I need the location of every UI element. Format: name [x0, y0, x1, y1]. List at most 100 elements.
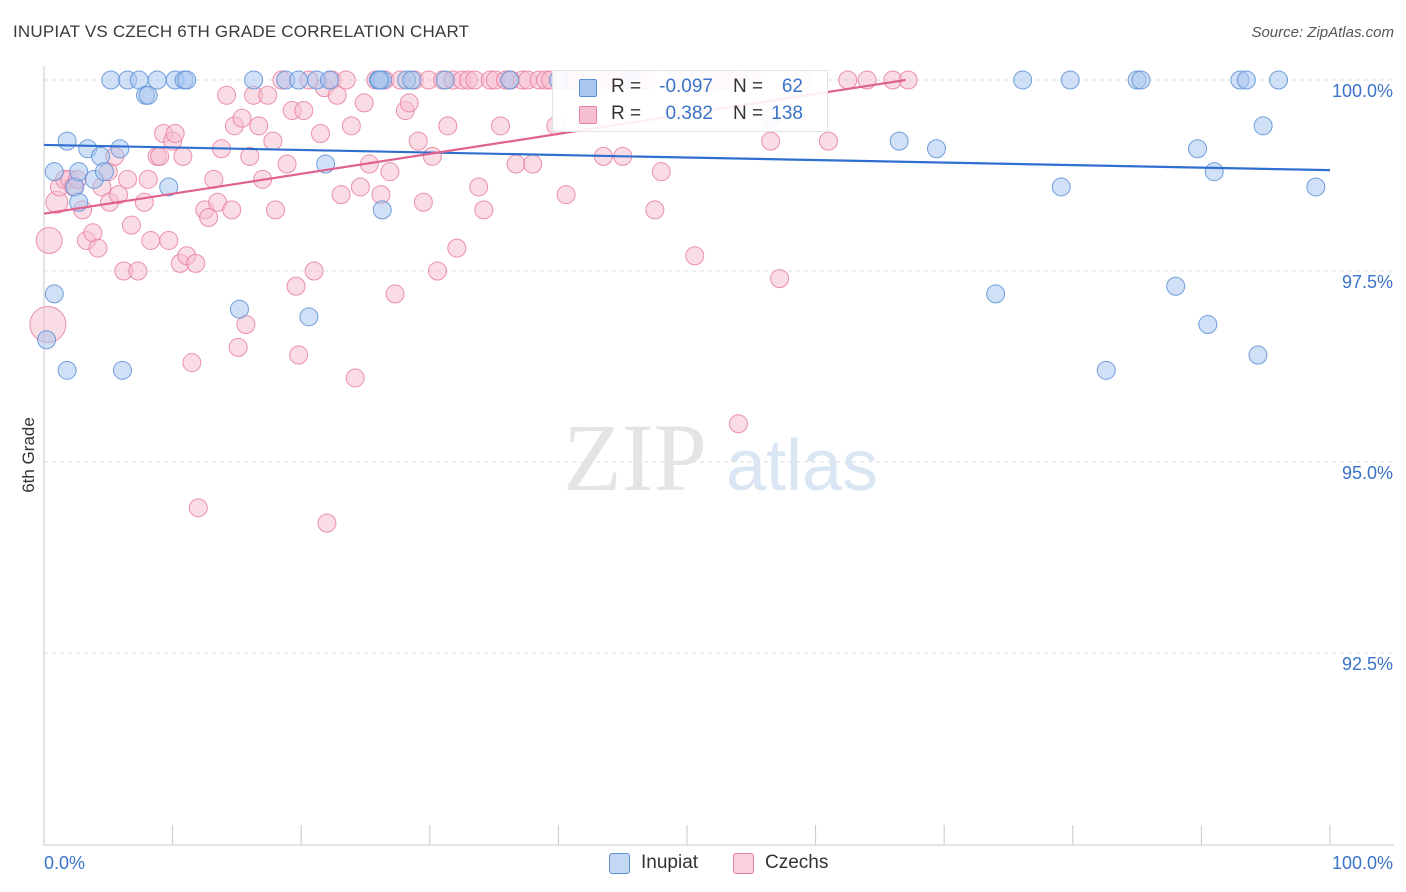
inupiat-point [435, 70, 455, 90]
n-label: N = [733, 103, 764, 124]
czechs-swatch [579, 106, 597, 124]
czechs-point [199, 208, 219, 228]
grid-lines [44, 79, 1394, 654]
inupiat-point [44, 284, 64, 304]
inupiat-point [1236, 70, 1256, 90]
inupiat-swatch [579, 79, 597, 97]
inupiat-point [57, 131, 77, 151]
inupiat-point [889, 131, 909, 151]
inupiat-point [926, 139, 946, 159]
inupiat-point [1060, 70, 1080, 90]
czechs-point [121, 215, 141, 235]
x-tick-label-max: 100.0% [1332, 853, 1393, 873]
inupiat-point [319, 70, 339, 90]
inupiat-point [1096, 360, 1116, 380]
czechs-point [188, 498, 208, 518]
czechs-point [651, 162, 671, 182]
inupiat-point [1248, 345, 1268, 365]
czechs-point [341, 116, 361, 136]
inupiat-point [402, 70, 422, 90]
inupiat-point [69, 162, 89, 182]
czechs-point [182, 353, 202, 373]
czechs-point [228, 337, 248, 357]
czechs-point [317, 513, 337, 533]
czechs-point [265, 200, 285, 220]
czechs-point [173, 146, 193, 166]
inupiat-point [289, 70, 309, 90]
watermark-atlas: atlas [726, 426, 878, 506]
inupiat-point [110, 139, 130, 159]
czechs-point [447, 238, 467, 258]
inupiat-point [138, 85, 158, 105]
czechs-point [277, 154, 297, 174]
czechs-point [350, 177, 370, 197]
czechs-point [399, 93, 419, 113]
y-tick-label: 97.5% [1342, 272, 1393, 292]
inupiat-legend-swatch [609, 853, 630, 874]
inupiat-r-value: -0.097 [659, 76, 713, 97]
inupiat-point [57, 360, 77, 380]
inupiat-point [1204, 162, 1224, 182]
n-label: N = [733, 76, 764, 97]
inupiat-point [299, 307, 319, 327]
inupiat-point [370, 70, 390, 90]
inupiat-point [1198, 314, 1218, 334]
czechs-point [141, 230, 161, 250]
czechs-point [240, 146, 260, 166]
inupiat-point [94, 162, 114, 182]
czechs-point [523, 154, 543, 174]
czechs-point [838, 70, 858, 90]
inupiat-n-value: 62 [781, 76, 803, 97]
legend-row-czechs: R = 0.382 N = 138 [553, 101, 827, 127]
czechs-point [506, 154, 526, 174]
czechs-point [310, 123, 330, 143]
czechs-point [469, 177, 489, 197]
czechs-point [222, 200, 242, 220]
czechs-point [818, 131, 838, 151]
inupiat-point [372, 200, 392, 220]
inupiat-point [101, 70, 121, 90]
source-label: Source: ZipAtlas.com [1251, 24, 1394, 41]
czechs-point [134, 192, 154, 212]
czechs-point [118, 169, 138, 189]
czechs-point [428, 261, 448, 281]
inupiat-point [112, 360, 132, 380]
r-label: R = [611, 103, 642, 124]
inupiat-point [986, 284, 1006, 304]
czechs-point [249, 116, 269, 136]
czechs-point [408, 131, 428, 151]
czechs-point [336, 70, 356, 90]
czechs-point [770, 269, 790, 289]
czechs-point [422, 146, 442, 166]
inupiat-point [1166, 276, 1186, 296]
r-label: R = [611, 76, 642, 97]
czechs-point [138, 169, 158, 189]
inupiat-point [177, 70, 197, 90]
czechs-point [380, 162, 400, 182]
czechs-point [491, 116, 511, 136]
czechs-point [556, 185, 576, 205]
x-tick-label-min: 0.0% [44, 853, 85, 873]
inupiat-point [244, 70, 264, 90]
czechs-point [258, 85, 278, 105]
czechs-point [159, 230, 179, 250]
czechs-point [761, 131, 781, 151]
inupiat-legend-label: Inupiat [641, 852, 699, 873]
y-tick-label: 92.5% [1342, 654, 1393, 674]
czechs-point [304, 261, 324, 281]
czechs-point [474, 200, 494, 220]
czechs-n-value: 138 [771, 103, 803, 124]
czechs-point [263, 131, 283, 151]
czechs-point [331, 185, 351, 205]
czechs-point [150, 146, 170, 166]
y-axis-label: 6th Grade [19, 417, 38, 493]
czechs-r-value: 0.382 [665, 103, 713, 124]
y-tick-label: 95.0% [1342, 463, 1393, 483]
czechs-point [438, 116, 458, 136]
czechs-point [286, 276, 306, 296]
inupiat-point [1269, 70, 1289, 90]
inupiat-point [1253, 116, 1273, 136]
czechs-point [232, 108, 252, 128]
legend-row-inupiat: R = -0.097 N = 62 [553, 74, 827, 100]
